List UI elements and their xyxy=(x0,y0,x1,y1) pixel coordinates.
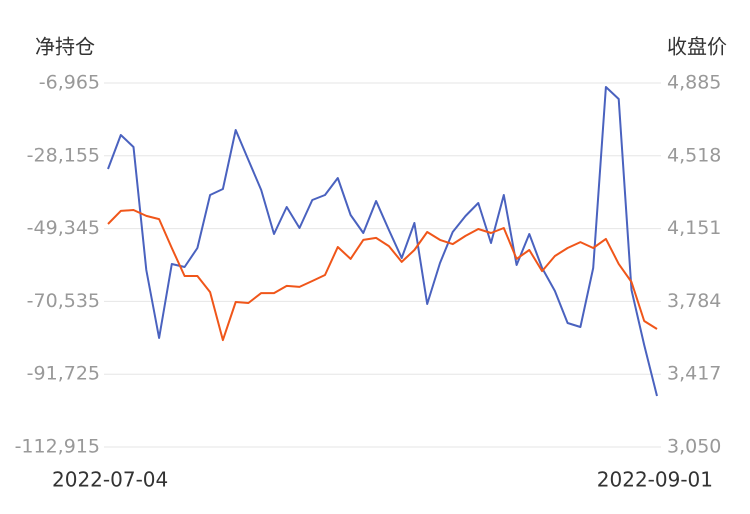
y-tick-label: -91,725 xyxy=(27,363,100,385)
y2-tick-label: 3,784 xyxy=(667,290,721,312)
y2-axis-title: 收盘价 xyxy=(667,35,727,59)
x-tick-label: 2022-09-01 xyxy=(597,468,713,492)
y-tick-label: -70,535 xyxy=(27,290,100,312)
y2-tick-label: 4,885 xyxy=(667,72,721,94)
y-tick-label: -6,965 xyxy=(39,72,100,94)
y2-tick-label: 4,151 xyxy=(667,217,721,239)
y-tick-label: -112,915 xyxy=(15,436,100,458)
line-series xyxy=(107,86,658,397)
y-tick-label: -28,155 xyxy=(27,144,100,166)
line-series xyxy=(107,209,658,342)
y2-tick-label: 4,518 xyxy=(667,144,721,166)
x-tick-label: 2022-07-04 xyxy=(52,468,168,492)
y2-tick-label: 3,417 xyxy=(667,363,721,385)
y-tick-label: -49,345 xyxy=(27,217,100,239)
y-axis-title: 净持仓 xyxy=(35,35,95,59)
y2-tick-label: 3,050 xyxy=(667,436,721,458)
